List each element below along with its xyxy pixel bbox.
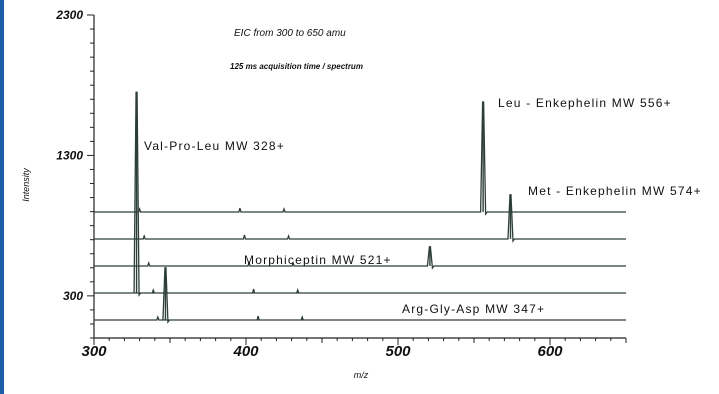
series-label: Leu - Enkephelin MW 556+ bbox=[498, 96, 672, 110]
y-axis-label: Intensity bbox=[21, 168, 31, 202]
y-tick-label: 1300 bbox=[56, 148, 83, 162]
annotation-eic: EIC from 300 to 650 amu bbox=[234, 28, 346, 39]
series-trace bbox=[94, 267, 626, 324]
x-axis-label: m/z bbox=[354, 370, 369, 380]
ticks-group: 300 400 500 600 2300 1300 300 bbox=[55, 8, 627, 360]
series-label: Arg-Gly-Asp MW 347+ bbox=[402, 302, 545, 316]
annotation-acquisition: 125 ms acquisition time / spectrum bbox=[230, 62, 363, 71]
x-tick-label: 600 bbox=[537, 343, 563, 360]
axes-group bbox=[93, 15, 626, 339]
x-tick-label: 400 bbox=[232, 343, 259, 360]
chart-panel: 300 400 500 600 2300 1300 300 Leu - Enkephelin… bbox=[4, 0, 719, 394]
x-tick-label: 500 bbox=[385, 343, 411, 360]
series-label: Met - Enkephelin MW 574+ bbox=[528, 184, 702, 198]
labels-group: Leu - Enkephelin MW 556+ Met - Enkephelin… bbox=[144, 96, 702, 316]
y-tick-label: 2300 bbox=[55, 8, 83, 22]
series-trace bbox=[94, 194, 626, 243]
series-trace bbox=[94, 101, 626, 216]
x-tick-label: 300 bbox=[81, 343, 107, 360]
series-trace bbox=[94, 246, 626, 270]
traces-group bbox=[94, 91, 626, 324]
series-label: Morphiceptin MW 521+ bbox=[244, 253, 392, 267]
series-trace bbox=[94, 91, 626, 297]
series-label: Val-Pro-Leu MW 328+ bbox=[144, 139, 285, 153]
chromatogram-chart: 300 400 500 600 2300 1300 300 Leu - Enkephelin… bbox=[21, 8, 702, 380]
y-tick-label: 300 bbox=[63, 289, 83, 303]
